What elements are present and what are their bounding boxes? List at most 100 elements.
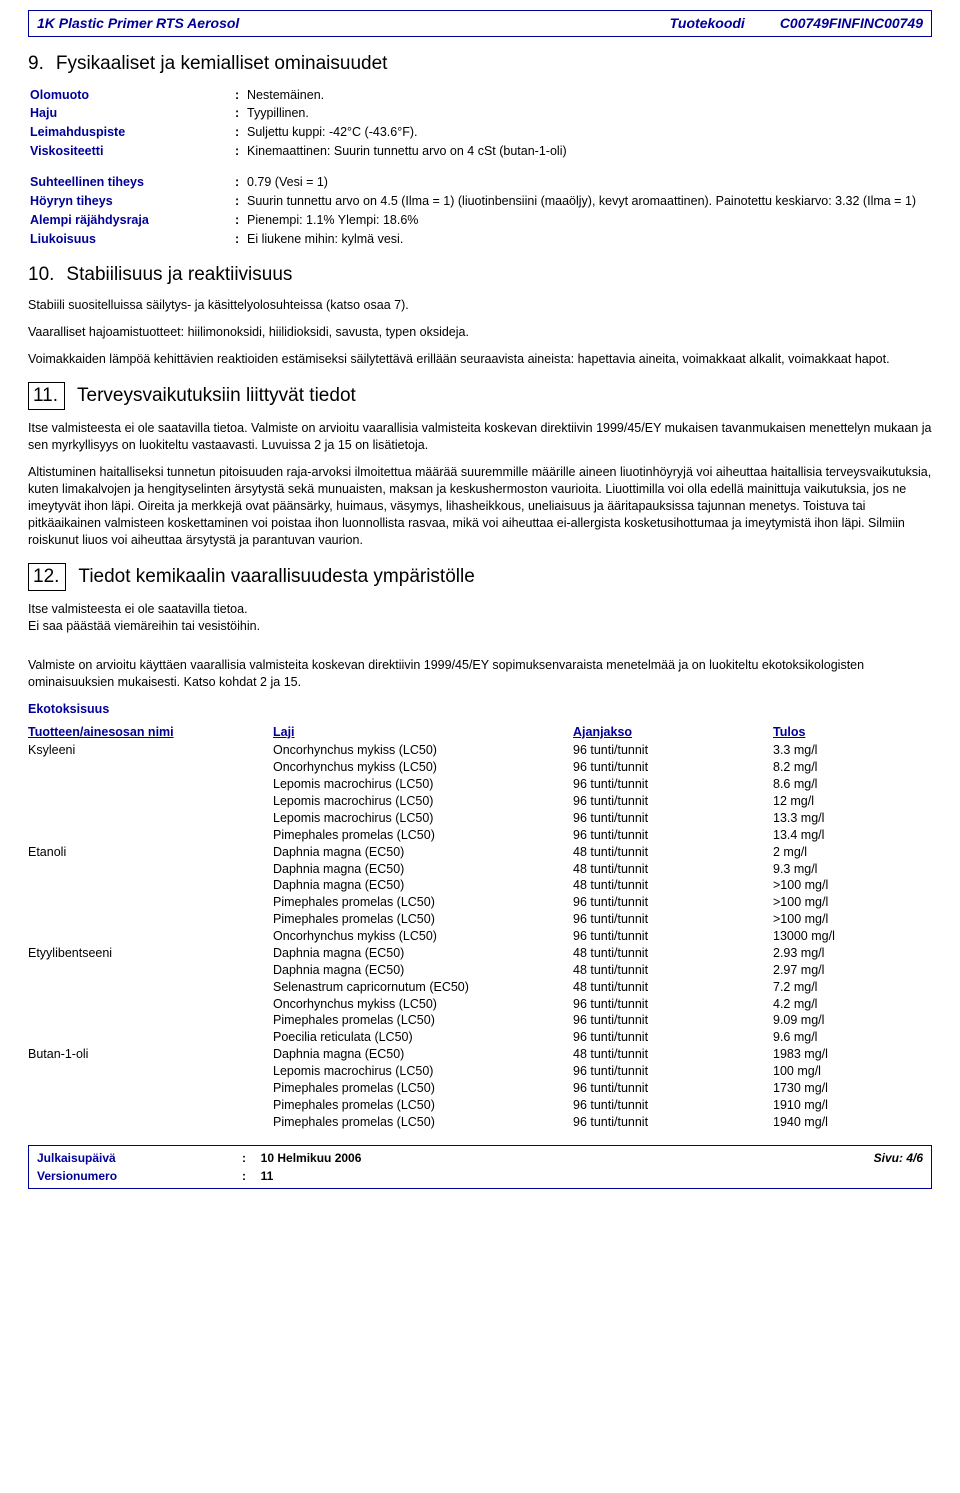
page-indicator: Sivu: 4/6	[874, 1150, 923, 1166]
property-value: Ei liukene mihin: kylmä vesi.	[247, 231, 932, 248]
property-label: Viskositeetti	[30, 143, 235, 160]
ecotox-period: 48 tunti/tunnit	[573, 844, 773, 861]
code-label: Tuotekoodi	[670, 14, 745, 33]
property-row: Liukoisuus:Ei liukene mihin: kylmä vesi.	[30, 231, 932, 248]
ecotox-result: 100 mg/l	[773, 1063, 932, 1080]
ecotox-species: Pimephales promelas (LC50)	[273, 1080, 573, 1097]
footer-row: Julkaisupäivä: 10 Helmikuu 2006	[37, 1150, 361, 1166]
ecotox-result: 1730 mg/l	[773, 1080, 932, 1097]
ecotox-result: 1940 mg/l	[773, 1114, 932, 1131]
section-12-p1: Itse valmisteesta ei ole saatavilla tiet…	[28, 601, 932, 618]
ecotox-name	[28, 979, 273, 996]
ecotox-result: 13.3 mg/l	[773, 810, 932, 827]
colon: :	[235, 87, 247, 104]
ecotox-name: Ksyleeni	[28, 742, 273, 759]
colon: :	[235, 124, 247, 141]
ecotox-period: 96 tunti/tunnit	[573, 827, 773, 844]
ecotox-species: Pimephales promelas (LC50)	[273, 911, 573, 928]
ecotox-col-name: Tuotteen/ainesosan nimi	[28, 724, 273, 741]
section-11-heading: 11. Terveysvaikutuksiin liittyvät tiedot	[28, 382, 932, 411]
ecotox-species: Pimephales promelas (LC50)	[273, 1012, 573, 1029]
ecotox-period: 96 tunti/tunnit	[573, 1063, 773, 1080]
ecotox-species: Lepomis macrochirus (LC50)	[273, 1063, 573, 1080]
ecotox-species: Pimephales promelas (LC50)	[273, 1097, 573, 1114]
ecotox-result: 9.3 mg/l	[773, 861, 932, 878]
property-label: Suhteellinen tiheys	[30, 174, 235, 191]
ecotox-species: Oncorhynchus mykiss (LC50)	[273, 928, 573, 945]
ecotox-species: Pimephales promelas (LC50)	[273, 894, 573, 911]
ecotox-result: >100 mg/l	[773, 911, 932, 928]
section-9-title: Fysikaaliset ja kemialliset ominaisuudet	[56, 51, 388, 77]
ecotox-row: Lepomis macrochirus (LC50)96 tunti/tunni…	[28, 1063, 932, 1080]
ecotox-result: 8.2 mg/l	[773, 759, 932, 776]
property-label: Liukoisuus	[30, 231, 235, 248]
ecotox-result: 2.97 mg/l	[773, 962, 932, 979]
ecotox-result: 1910 mg/l	[773, 1097, 932, 1114]
colon: :	[235, 143, 247, 160]
section-10-p1: Stabiili suositelluissa säilytys- ja käs…	[28, 297, 932, 314]
ecotox-row: Pimephales promelas (LC50)96 tunti/tunni…	[28, 1097, 932, 1114]
ecotox-species: Daphnia magna (EC50)	[273, 844, 573, 861]
section-11-num: 11.	[28, 382, 65, 411]
ecotox-result: 9.6 mg/l	[773, 1029, 932, 1046]
ecotox-row: Lepomis macrochirus (LC50)96 tunti/tunni…	[28, 776, 932, 793]
colon: :	[235, 193, 247, 210]
ecotox-result: 7.2 mg/l	[773, 979, 932, 996]
footer-value: 10 Helmikuu 2006	[254, 1150, 361, 1166]
ecotox-period: 96 tunti/tunnit	[573, 911, 773, 928]
ecotox-period: 96 tunti/tunnit	[573, 1114, 773, 1131]
ecotox-species: Poecilia reticulata (LC50)	[273, 1029, 573, 1046]
colon: :	[235, 212, 247, 229]
section-9-num: 9.	[28, 51, 44, 77]
ecotox-name	[28, 793, 273, 810]
property-value: Kinemaattinen: Suurin tunnettu arvo on 4…	[247, 143, 932, 160]
ecotox-name	[28, 1097, 273, 1114]
ecotox-result: 3.3 mg/l	[773, 742, 932, 759]
ecotox-row: KsyleeniOncorhynchus mykiss (LC50)96 tun…	[28, 742, 932, 759]
ecotox-species: Daphnia magna (EC50)	[273, 945, 573, 962]
ecotox-heading: Ekotoksisuus	[28, 701, 932, 718]
product-name: 1K Plastic Primer RTS Aerosol	[37, 14, 239, 33]
ecotox-row: Daphnia magna (EC50)48 tunti/tunnit>100 …	[28, 877, 932, 894]
ecotox-result: 4.2 mg/l	[773, 996, 932, 1013]
section-10-num: 10.	[28, 262, 54, 288]
ecotox-period: 96 tunti/tunnit	[573, 759, 773, 776]
property-row: Viskositeetti:Kinemaattinen: Suurin tunn…	[30, 143, 932, 160]
ecotox-row: Daphnia magna (EC50)48 tunti/tunnit9.3 m…	[28, 861, 932, 878]
section-9-props-b: Suhteellinen tiheys:0.79 (Vesi = 1)Höyry…	[30, 174, 932, 248]
ecotox-row: Pimephales promelas (LC50)96 tunti/tunni…	[28, 1080, 932, 1097]
ecotox-name	[28, 877, 273, 894]
section-12-p2: Ei saa päästää viemäreihin tai vesistöih…	[28, 618, 932, 635]
property-row: Suhteellinen tiheys:0.79 (Vesi = 1)	[30, 174, 932, 191]
ecotox-species: Pimephales promelas (LC50)	[273, 827, 573, 844]
property-value: 0.79 (Vesi = 1)	[247, 174, 932, 191]
colon: :	[235, 174, 247, 191]
ecotox-name	[28, 911, 273, 928]
ecotox-result: 2.93 mg/l	[773, 945, 932, 962]
ecotox-period: 48 tunti/tunnit	[573, 979, 773, 996]
ecotox-row: Pimephales promelas (LC50)96 tunti/tunni…	[28, 1114, 932, 1131]
ecotox-row: Lepomis macrochirus (LC50)96 tunti/tunni…	[28, 810, 932, 827]
section-10-title: Stabiilisuus ja reaktiivisuus	[66, 262, 292, 288]
ecotox-name	[28, 1012, 273, 1029]
footer-row: Versionumero: 11	[37, 1168, 361, 1184]
ecotox-species: Lepomis macrochirus (LC50)	[273, 776, 573, 793]
ecotox-period: 96 tunti/tunnit	[573, 1029, 773, 1046]
section-11-title: Terveysvaikutuksiin liittyvät tiedot	[77, 383, 356, 409]
ecotox-period: 96 tunti/tunnit	[573, 928, 773, 945]
footer-bar: Julkaisupäivä: 10 Helmikuu 2006 Versionum…	[28, 1145, 932, 1189]
ecotox-species: Daphnia magna (EC50)	[273, 962, 573, 979]
section-12-title: Tiedot kemikaalin vaarallisuudesta ympär…	[78, 564, 474, 590]
property-value: Suurin tunnettu arvo on 4.5 (Ilma = 1) (…	[247, 193, 932, 210]
ecotox-row: Oncorhynchus mykiss (LC50)96 tunti/tunni…	[28, 928, 932, 945]
section-10-heading: 10. Stabiilisuus ja reaktiivisuus	[28, 262, 932, 288]
property-value: Tyypillinen.	[247, 105, 932, 122]
colon: :	[242, 1150, 254, 1166]
ecotox-result: 1983 mg/l	[773, 1046, 932, 1063]
colon: :	[235, 105, 247, 122]
ecotox-result: 13000 mg/l	[773, 928, 932, 945]
ecotox-name	[28, 861, 273, 878]
property-row: Olomuoto:Nestemäinen.	[30, 87, 932, 104]
ecotox-col-species: Laji	[273, 724, 573, 741]
section-12-heading: 12. Tiedot kemikaalin vaarallisuudesta y…	[28, 563, 932, 592]
